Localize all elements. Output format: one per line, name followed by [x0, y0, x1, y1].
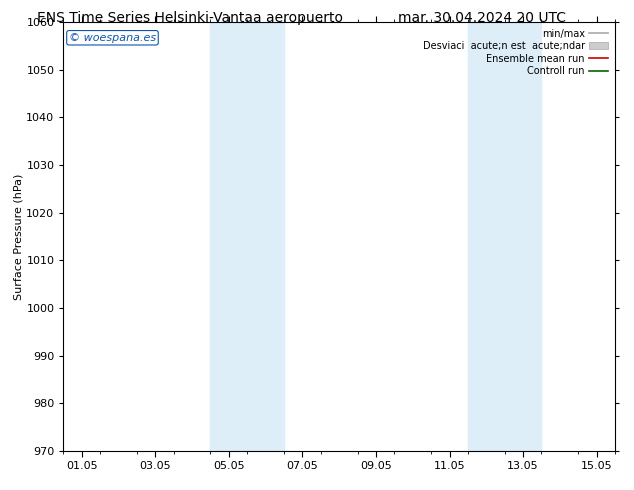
- Y-axis label: Surface Pressure (hPa): Surface Pressure (hPa): [13, 173, 23, 299]
- Text: mar. 30.04.2024 20 UTC: mar. 30.04.2024 20 UTC: [398, 11, 566, 25]
- Text: ENS Time Series Helsinki-Vantaa aeropuerto: ENS Time Series Helsinki-Vantaa aeropuer…: [37, 11, 343, 25]
- Text: © woespana.es: © woespana.es: [69, 33, 156, 43]
- Legend: min/max, Desviaci  acute;n est  acute;ndar, Ensemble mean run, Controll run: min/max, Desviaci acute;n est acute;ndar…: [421, 27, 610, 78]
- Bar: [468, 22, 541, 451]
- Bar: [210, 22, 284, 451]
